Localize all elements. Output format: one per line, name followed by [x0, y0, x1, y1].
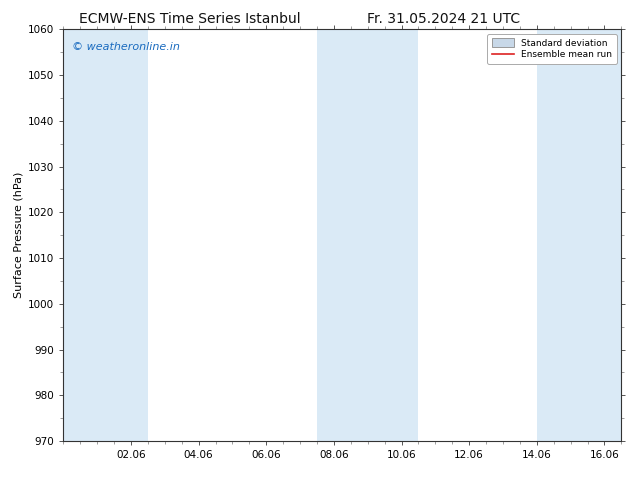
Text: © weatheronline.in: © weatheronline.in	[72, 42, 179, 52]
Y-axis label: Surface Pressure (hPa): Surface Pressure (hPa)	[14, 172, 24, 298]
Text: ECMW-ENS Time Series Istanbul: ECMW-ENS Time Series Istanbul	[79, 12, 301, 26]
Bar	[537, 29, 621, 441]
Legend: Standard deviation, Ensemble mean run: Standard deviation, Ensemble mean run	[487, 34, 617, 64]
Bar	[63, 29, 148, 441]
Bar	[317, 29, 418, 441]
Text: Fr. 31.05.2024 21 UTC: Fr. 31.05.2024 21 UTC	[367, 12, 521, 26]
